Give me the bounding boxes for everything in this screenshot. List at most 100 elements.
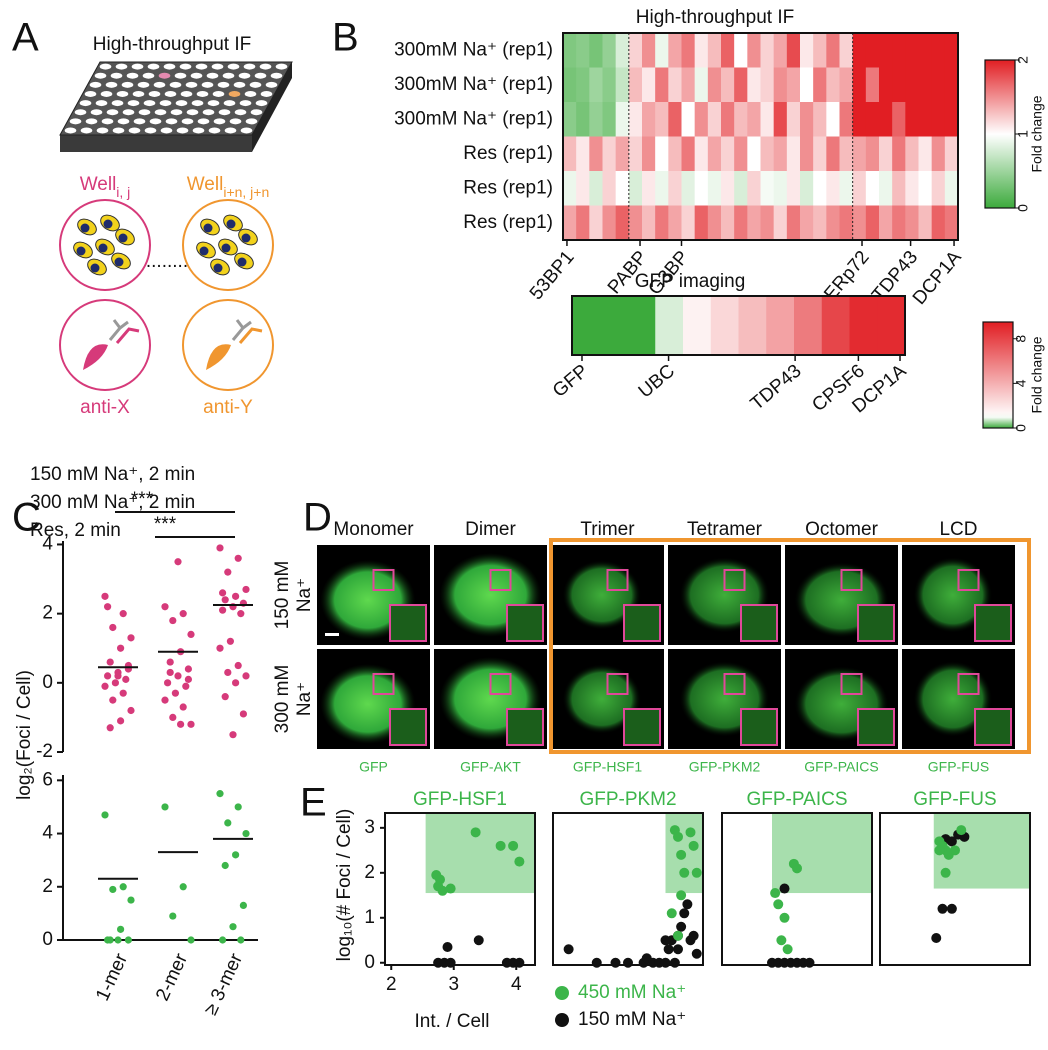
- heatmap-cell: [707, 171, 722, 206]
- point: [676, 890, 687, 901]
- heatmap-cell: [766, 296, 795, 355]
- well: [121, 81, 134, 88]
- point: [563, 944, 574, 955]
- antibody: [108, 319, 129, 341]
- well: [174, 72, 187, 79]
- y-tick-label: 4: [42, 533, 53, 554]
- nucleus: [98, 243, 108, 253]
- plot-title: GFP-HSF1: [413, 789, 507, 810]
- heatmap-cell: [710, 296, 739, 355]
- point: [688, 840, 699, 851]
- heatmap-cell: [589, 102, 603, 137]
- heatmap-cell: [642, 171, 656, 206]
- heatmap-cell: [760, 33, 775, 68]
- well: [133, 118, 146, 125]
- heatmap-cell: [734, 102, 748, 137]
- heatmap-cell: [576, 33, 590, 68]
- dot: [187, 720, 195, 728]
- condition: 150 mM Na⁺, 2 min: [30, 464, 195, 485]
- well-circle: [182, 199, 274, 291]
- heatmap-cell: [734, 33, 748, 68]
- heatmap-cell: [892, 136, 906, 172]
- roi-box: [723, 673, 746, 695]
- heatmap-cell: [655, 205, 669, 241]
- heatmap-cell: [786, 33, 801, 68]
- significance: ***: [154, 514, 177, 535]
- heatmap-cell: [563, 205, 577, 241]
- y-tick-label: 6: [42, 769, 53, 790]
- nucleus: [80, 223, 90, 233]
- heatmap-cell: [602, 171, 617, 206]
- nucleus: [226, 219, 236, 229]
- point: [782, 944, 793, 955]
- heatmap-cell: [918, 205, 933, 241]
- x-tick-label: ≥ 3-mer: [200, 950, 247, 1019]
- heatmap-cell: [668, 136, 682, 172]
- well: [211, 63, 224, 70]
- heatmap-cell: [800, 33, 814, 68]
- heatmap-cell: [918, 33, 933, 68]
- dot: [106, 724, 114, 732]
- point: [433, 881, 444, 892]
- dot: [221, 596, 229, 604]
- colorbar: [982, 321, 1014, 429]
- heatmap-cell: [760, 67, 775, 103]
- point: [623, 957, 633, 968]
- legend-marker: [555, 986, 569, 1000]
- y-tick-label: 4: [42, 823, 53, 844]
- heatmap-cell: [879, 102, 893, 137]
- well: [222, 72, 235, 79]
- dot: [216, 544, 224, 552]
- heatmap-cell: [681, 67, 696, 103]
- point: [691, 867, 702, 878]
- well: [175, 100, 188, 107]
- roi-box: [606, 673, 629, 695]
- dot: [232, 851, 240, 859]
- point: [940, 867, 951, 878]
- dot: [104, 603, 112, 611]
- heatmap-cell: [576, 102, 590, 137]
- heatmap-cell: [563, 102, 577, 137]
- scale-bar: [325, 633, 339, 636]
- heatmap-cell: [892, 171, 906, 206]
- x-tick-label: 3: [448, 974, 459, 995]
- legend-marker: [555, 1013, 569, 1027]
- heatmap-cell: [879, 136, 893, 172]
- dot: [224, 819, 232, 827]
- heatmap-cell: [694, 136, 709, 172]
- row-label: 300mM Na⁺ (rep1): [394, 74, 553, 95]
- point: [950, 845, 960, 856]
- dot: [104, 936, 112, 944]
- colorbar-tick-label: 0: [1013, 424, 1029, 432]
- well: [217, 81, 230, 88]
- well: [207, 100, 220, 107]
- well-label: Welli, j: [80, 174, 131, 200]
- point: [934, 845, 945, 856]
- heatmap-cell: [668, 171, 682, 206]
- point: [937, 903, 948, 914]
- heatmap-cell: [944, 67, 959, 103]
- dot: [187, 630, 195, 638]
- well: [90, 109, 103, 116]
- heatmap-cell: [865, 102, 880, 137]
- heatmap-cell: [839, 205, 854, 241]
- well: [160, 127, 173, 134]
- heatmap-cell: [721, 102, 735, 137]
- heatmap-cell: [681, 171, 696, 206]
- well: [197, 118, 210, 125]
- heatmap-cell: [773, 205, 788, 241]
- heatmap-cell: [773, 136, 788, 172]
- dot: [219, 606, 227, 614]
- well: [99, 63, 112, 70]
- dot: [109, 696, 117, 704]
- well: [250, 109, 263, 116]
- x-tick-label: 4: [511, 974, 522, 995]
- roi-box: [372, 569, 395, 591]
- legend-label: 150 mM Na⁺: [578, 1009, 686, 1030]
- well: [137, 81, 150, 88]
- heatmap-cell: [572, 296, 601, 355]
- dot: [164, 679, 172, 687]
- point: [673, 930, 683, 941]
- dot: [117, 644, 125, 652]
- well: [208, 127, 221, 134]
